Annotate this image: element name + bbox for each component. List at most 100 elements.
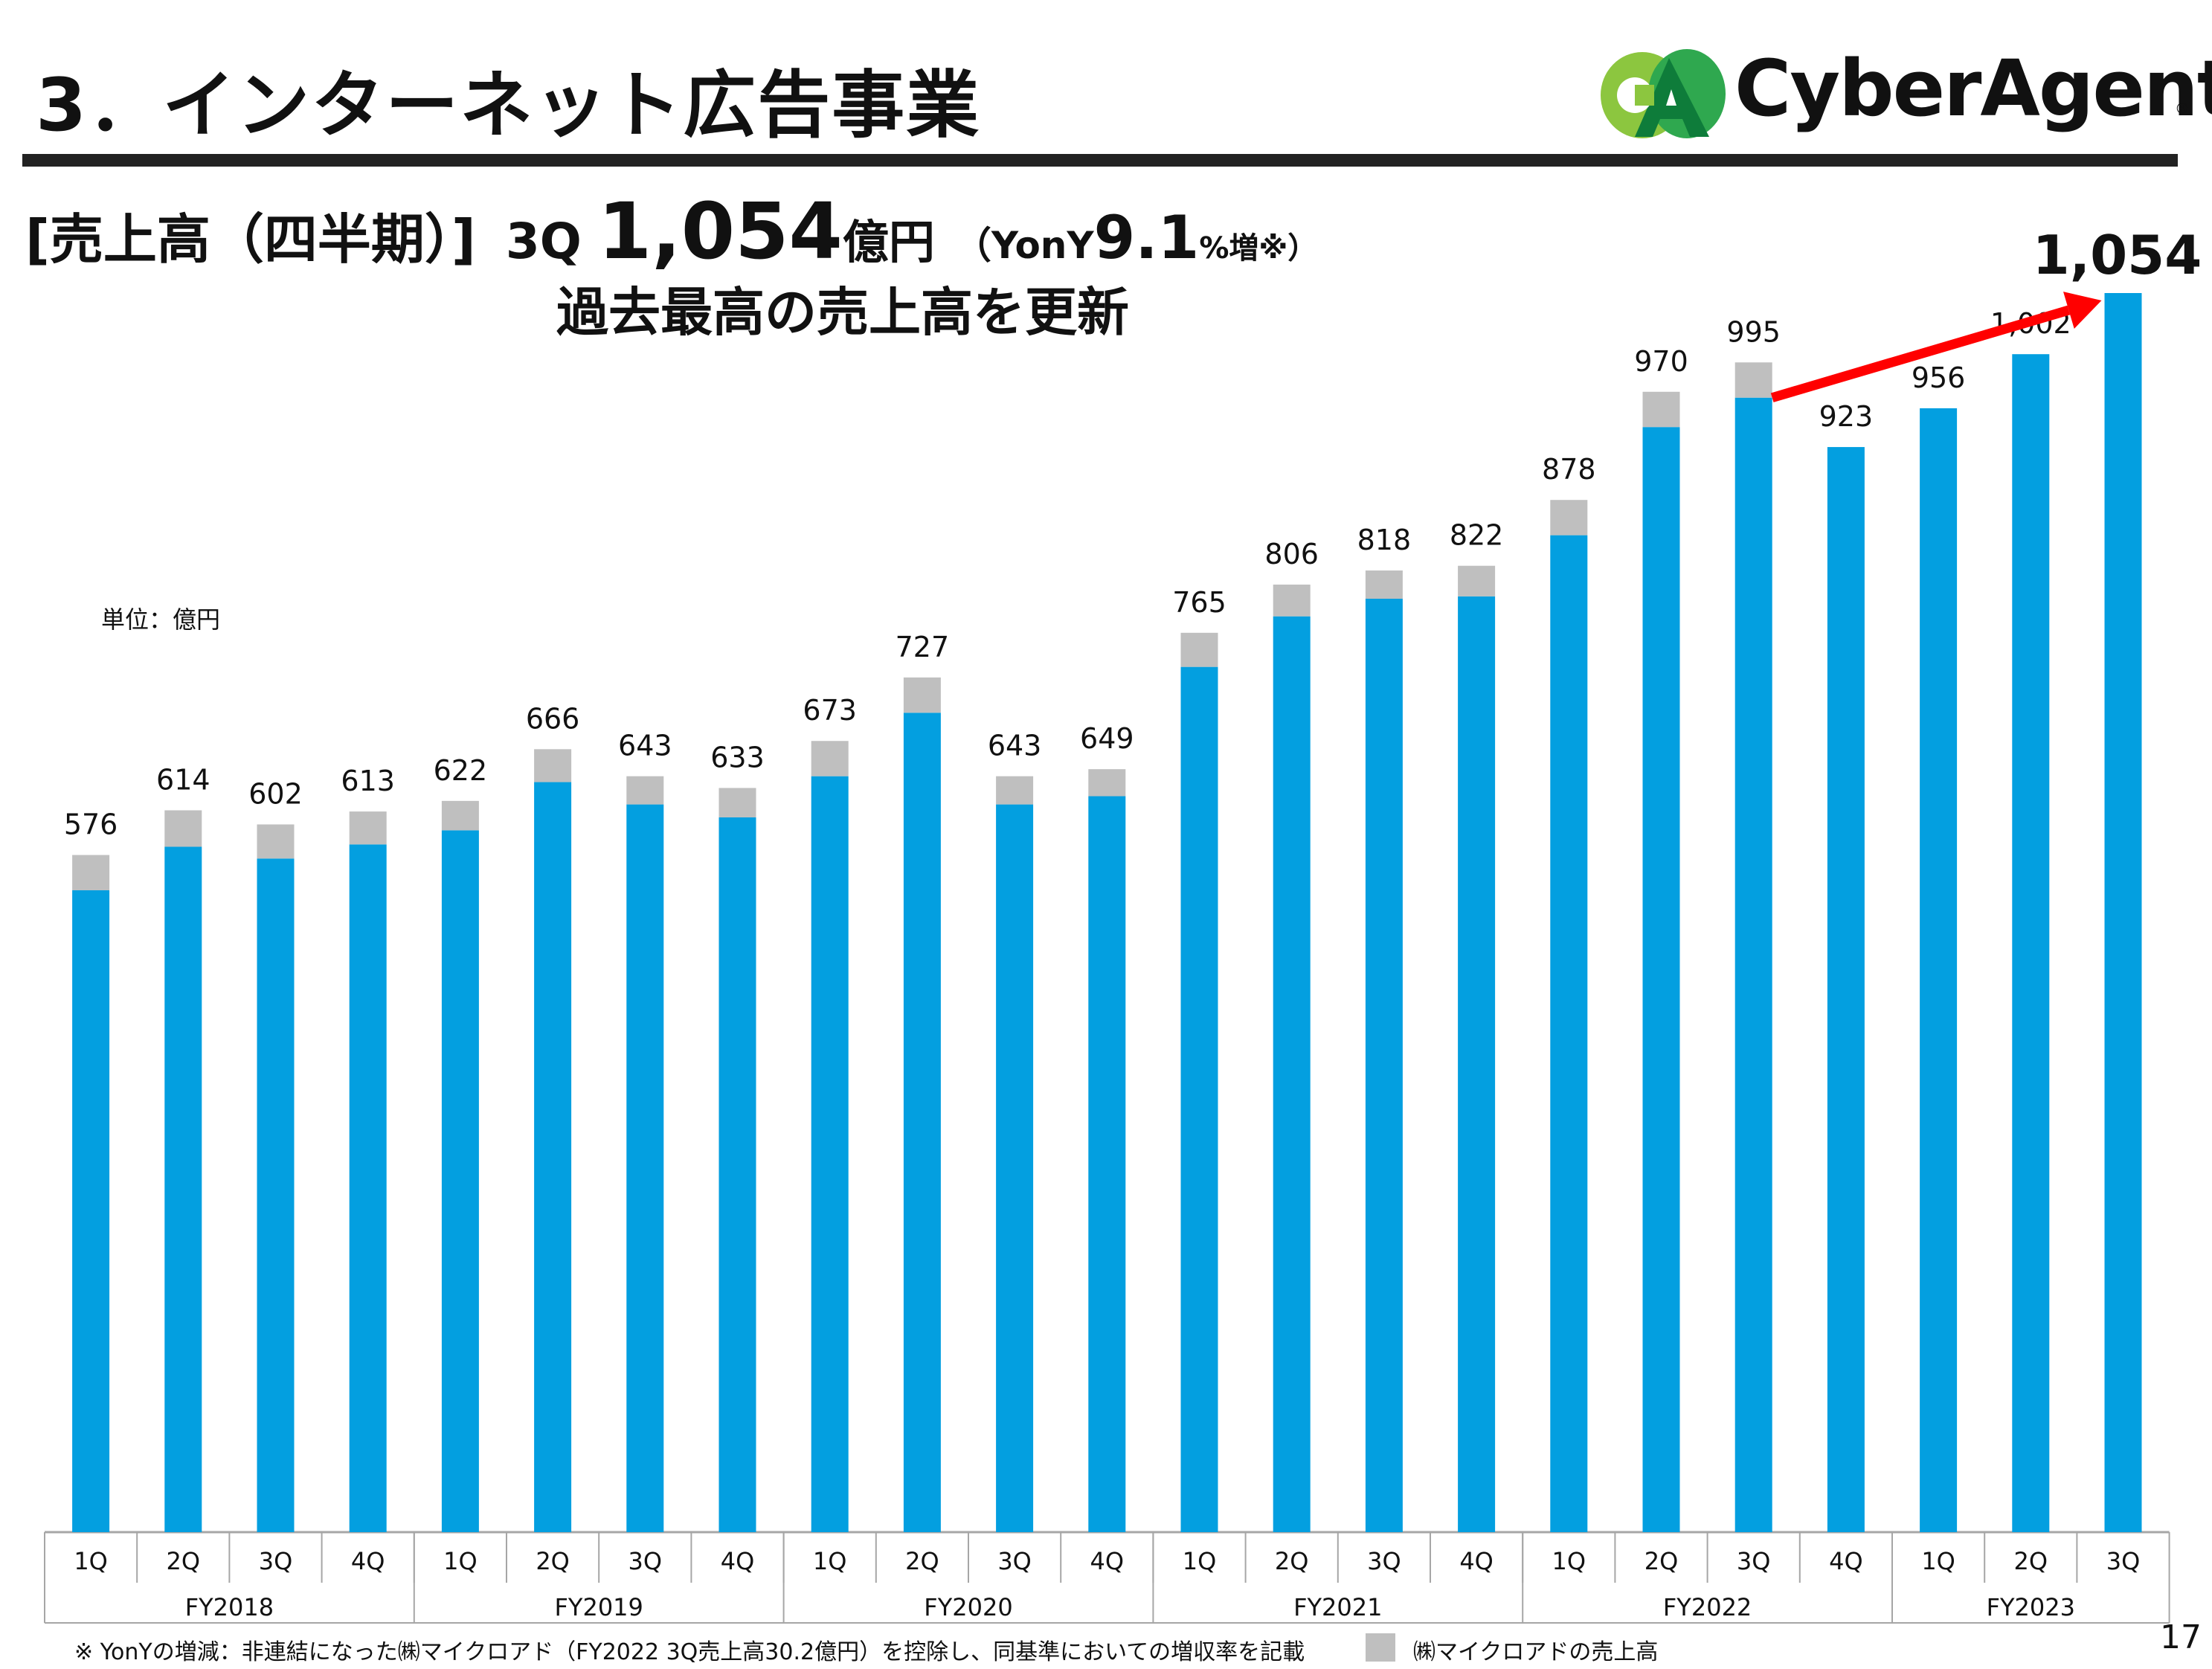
title-divider xyxy=(22,154,2178,167)
x-tick-label: 2Q xyxy=(167,1547,201,1575)
bar-main xyxy=(1734,397,1772,1532)
fiscal-year-label: FY2018 xyxy=(185,1593,274,1621)
bar-microad xyxy=(1088,769,1126,797)
bar-microad xyxy=(164,810,202,847)
data-label: 923 xyxy=(1819,400,1874,433)
bar-main xyxy=(441,830,479,1532)
headline-yony-prefix: （YonY xyxy=(954,224,1094,267)
x-tick-label: 1Q xyxy=(74,1547,108,1575)
ca-logo-mark-icon xyxy=(1601,49,1726,138)
data-label: 643 xyxy=(618,730,672,762)
bar-microad xyxy=(1273,585,1311,617)
x-tick-label: 1Q xyxy=(1921,1547,1955,1575)
bar-microad xyxy=(441,800,479,831)
data-label: 765 xyxy=(1172,586,1226,619)
bar-microad xyxy=(811,741,849,776)
data-label: 1,054 xyxy=(2033,224,2202,286)
data-label: 822 xyxy=(1450,519,1504,552)
headline-unit: 億円 xyxy=(842,215,935,269)
unit-label: 単位：億円 xyxy=(101,605,221,634)
headline-growth-rate: 9.1 xyxy=(1093,203,1200,272)
bar-main xyxy=(1920,408,1958,1532)
bar-microad xyxy=(626,776,664,805)
bar-main xyxy=(1458,596,1496,1533)
x-tick-label: 1Q xyxy=(1183,1547,1217,1575)
bar-main xyxy=(164,846,202,1532)
legend-swatch-microad xyxy=(1366,1633,1395,1662)
data-label: 956 xyxy=(1912,361,1966,394)
bar-microad xyxy=(1734,362,1772,398)
legend-label-microad: ㈱マイクロアドの売上高 xyxy=(1413,1639,1659,1665)
x-tick-label: 1Q xyxy=(813,1547,847,1575)
data-label: 622 xyxy=(434,754,488,787)
x-tick-label: 2Q xyxy=(1275,1547,1309,1575)
bar-microad xyxy=(257,824,295,859)
fiscal-year-label: FY2019 xyxy=(555,1593,643,1621)
x-tick-label: 1Q xyxy=(1552,1547,1586,1575)
headline-value: 1,054 xyxy=(597,186,843,277)
data-label: 806 xyxy=(1264,538,1319,570)
bar-main xyxy=(2104,293,2142,1532)
data-label: 727 xyxy=(896,631,950,663)
fiscal-year-label: FY2022 xyxy=(1663,1593,1752,1621)
bar-main xyxy=(1365,598,1403,1532)
bar-main xyxy=(349,844,387,1532)
bar-microad xyxy=(718,788,756,817)
bar-main xyxy=(626,804,664,1532)
logo-wordmark: CyberAgent xyxy=(1734,43,2212,134)
headline-label: [売上高（四半期）] xyxy=(25,208,476,271)
fiscal-year-label: FY2020 xyxy=(924,1593,1012,1621)
data-label: 602 xyxy=(248,777,303,810)
x-tick-label: 4Q xyxy=(1459,1547,1494,1575)
x-tick-label: 4Q xyxy=(1829,1547,1863,1575)
data-label: 995 xyxy=(1726,315,1781,348)
data-label: 673 xyxy=(803,694,857,727)
bar-main xyxy=(534,782,572,1532)
headline-period: 3Q xyxy=(505,213,582,270)
bar-microad xyxy=(1180,632,1218,667)
growth-arrow-head xyxy=(2063,292,2102,329)
fiscal-year-label: FY2023 xyxy=(1987,1593,2075,1621)
x-tick-label: 1Q xyxy=(443,1547,478,1575)
bar-main xyxy=(1827,447,1865,1533)
x-tick-label: 3Q xyxy=(259,1547,293,1575)
x-tick-label: 3Q xyxy=(1737,1547,1771,1575)
data-label: 649 xyxy=(1080,722,1134,755)
data-label: 633 xyxy=(710,741,765,774)
data-label: 970 xyxy=(1634,345,1688,378)
bar-main xyxy=(1180,666,1218,1532)
x-tick-label: 3Q xyxy=(997,1547,1032,1575)
x-tick-label: 2Q xyxy=(1644,1547,1679,1575)
bar-microad xyxy=(1365,570,1403,599)
bar-microad xyxy=(1642,391,1680,428)
bar-main xyxy=(1088,796,1126,1532)
x-tick-label: 2Q xyxy=(905,1547,939,1575)
x-tick-label: 3Q xyxy=(628,1547,663,1575)
bar-main xyxy=(811,776,849,1532)
bar-main xyxy=(996,804,1034,1532)
data-label: 878 xyxy=(1542,453,1596,486)
bar-microad xyxy=(1550,500,1588,536)
headline-subheading: 過去最高の売上高を更新 xyxy=(556,282,1129,343)
bar-main xyxy=(1273,616,1311,1532)
fiscal-year-label: FY2021 xyxy=(1293,1593,1382,1621)
headline: [売上高（四半期）] 3Q 1,054億円 （YonY9.1%増※） xyxy=(25,186,1317,277)
bar-microad xyxy=(349,811,387,845)
bar-main xyxy=(1550,535,1588,1532)
data-label: 643 xyxy=(988,730,1042,762)
bar-microad xyxy=(903,677,941,713)
data-label: 613 xyxy=(341,765,395,797)
x-tick-label: 3Q xyxy=(2106,1547,2141,1575)
bar-main xyxy=(72,890,110,1532)
x-tick-label: 2Q xyxy=(2014,1547,2048,1575)
data-label: 818 xyxy=(1357,524,1412,556)
x-tick-label: 4Q xyxy=(351,1547,385,1575)
bar-microad xyxy=(534,749,572,782)
page-number: 17 xyxy=(2160,1618,2202,1656)
x-tick-label: 4Q xyxy=(721,1547,755,1575)
bar-main xyxy=(903,713,941,1533)
bar-main xyxy=(718,817,756,1532)
bar-microad xyxy=(1458,565,1496,596)
cyberagent-logo: CyberAgent ® xyxy=(1598,42,2212,146)
x-tick-label: 2Q xyxy=(536,1547,570,1575)
